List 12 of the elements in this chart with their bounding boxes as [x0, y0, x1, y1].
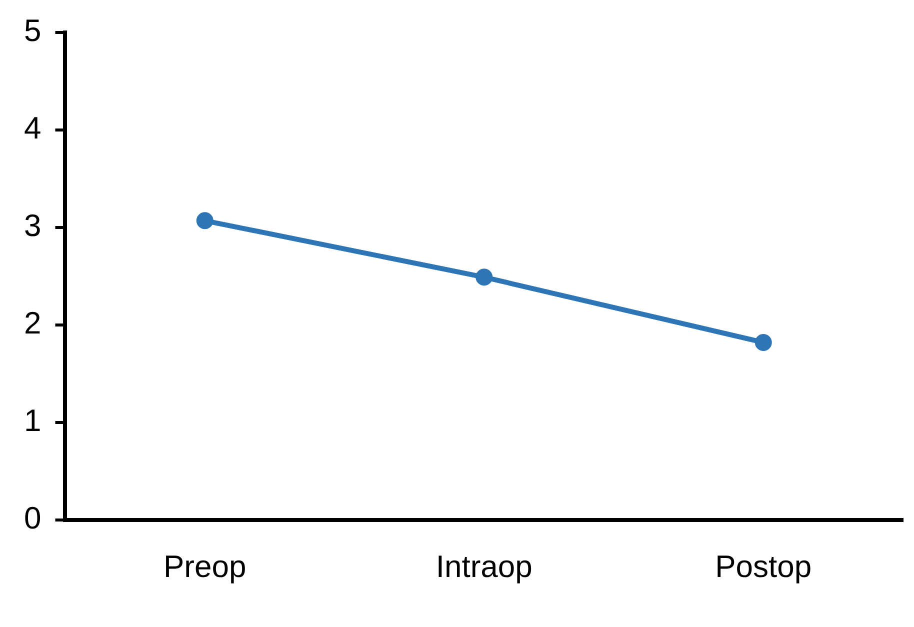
y-tick-label: 3 [24, 208, 42, 244]
x-tick-label: Preop [164, 548, 246, 584]
x-tick-label: Intraop [436, 548, 532, 584]
point [196, 212, 214, 230]
x-tick-label: Postop [715, 548, 812, 584]
y-tick-label: 1 [24, 402, 42, 438]
y-tick-label: 2 [24, 305, 42, 340]
point [476, 268, 493, 286]
y-tick-label: 4 [24, 110, 42, 146]
y-tick-label: 0 [24, 500, 42, 536]
point [754, 334, 772, 351]
y-tick-label: 5 [24, 13, 42, 48]
